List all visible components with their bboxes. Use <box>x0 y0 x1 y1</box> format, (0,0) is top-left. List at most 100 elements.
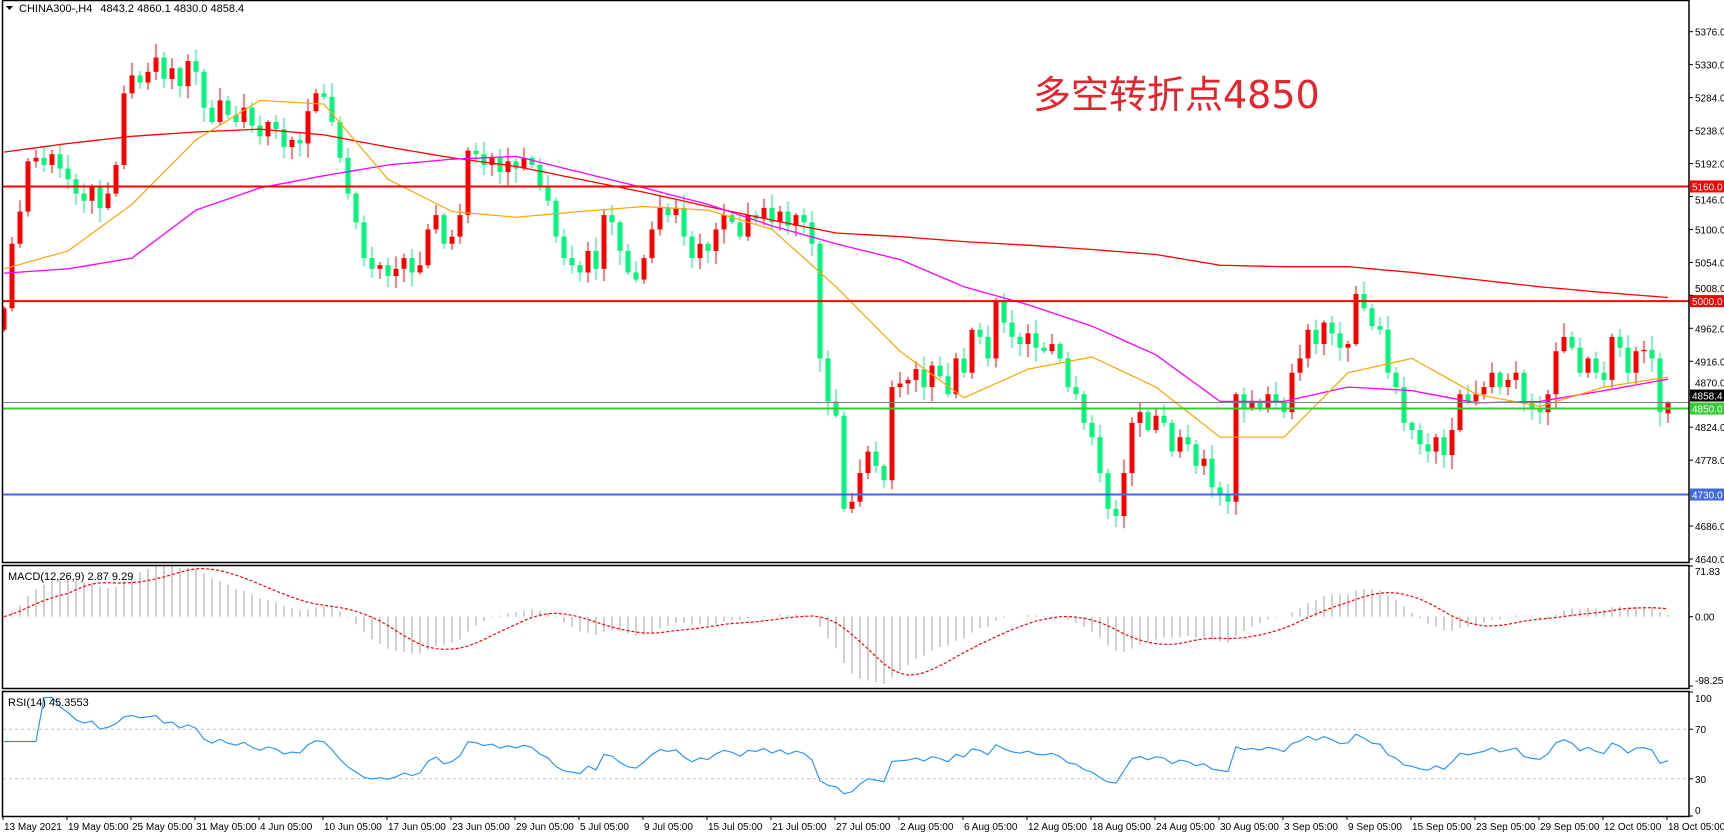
candle-bullish <box>465 150 471 216</box>
candle-bullish <box>1153 415 1159 431</box>
candle-bullish <box>1505 379 1511 388</box>
bid-price-label: 4858.4 <box>1692 392 1723 403</box>
candle-bullish <box>305 111 311 144</box>
candle-bullish <box>761 207 767 219</box>
bid-price-tag <box>1690 389 1724 402</box>
candle-bearish <box>1569 336 1575 348</box>
candle-bullish <box>713 229 719 251</box>
time-tick-label: 19 May 05:00 <box>68 822 129 833</box>
triangle-down-icon[interactable] <box>6 6 13 10</box>
candle-bearish <box>441 215 447 244</box>
time-tick-label: 15 Jul 05:00 <box>708 822 763 833</box>
candle-bearish <box>1257 401 1263 409</box>
candle-bearish <box>569 258 575 266</box>
candle-bearish <box>177 68 183 87</box>
price-tick-label: 5330.0 <box>1695 61 1724 72</box>
candle-bullish <box>457 215 463 237</box>
time-tick-label: 13 May 2021 <box>4 822 62 833</box>
time-tick-label: 17 Jun 05:00 <box>388 822 446 833</box>
candle-bullish <box>993 301 999 359</box>
candle-bearish <box>1577 347 1583 373</box>
time-tick-label: 18 Oct 05:00 <box>1668 822 1724 833</box>
candle-bearish <box>1185 437 1191 445</box>
candle-bullish <box>129 75 135 94</box>
candle-bullish <box>1481 387 1487 395</box>
candle-bearish <box>809 222 815 244</box>
level-price-tag <box>1690 402 1724 415</box>
candle-bullish <box>889 387 895 481</box>
candle-bullish <box>1473 394 1479 402</box>
candle-bullish <box>121 93 127 165</box>
candle-bullish <box>1609 336 1615 380</box>
price-panel[interactable]: 5160.0 5000.0 4850.0 4730.0 4858.4 5376.0 5330… <box>2 28 1724 566</box>
candle-bullish <box>1129 422 1135 474</box>
candle-bearish <box>409 258 415 273</box>
candle-bullish <box>113 164 119 194</box>
candle-bearish <box>249 107 255 126</box>
candle-bearish <box>257 125 263 137</box>
candle-bearish <box>577 265 583 273</box>
candle-bearish <box>1337 333 1343 348</box>
macd-panel[interactable]: 71.83 0.00 -98.25 <box>3 565 1724 687</box>
panel-frames <box>1 0 1690 818</box>
rsi-line <box>4 696 1669 795</box>
candle-bullish <box>601 215 607 269</box>
candle-bullish <box>1345 344 1351 348</box>
candle-bearish <box>1009 322 1015 337</box>
candle-bullish <box>1641 349 1647 352</box>
candle-bearish <box>1409 422 1415 431</box>
panel-border <box>1 690 1690 818</box>
candle-bearish <box>1169 422 1175 452</box>
candle-bearish <box>553 200 559 237</box>
candle-bearish <box>681 207 687 237</box>
price-tick-label: 4870.0 <box>1695 379 1724 390</box>
candle-bullish <box>897 383 903 388</box>
candle-bullish <box>1025 333 1031 345</box>
candle-bullish <box>449 236 455 244</box>
candle-bullish <box>313 93 319 112</box>
level-price-label: 4850.0 <box>1692 405 1723 416</box>
candle-bearish <box>1649 349 1655 359</box>
candle-bullish <box>777 211 783 223</box>
candle-bearish <box>825 358 831 402</box>
candle-bullish <box>905 379 911 384</box>
candle-bullish <box>265 121 271 137</box>
level-price-tag <box>1690 180 1724 193</box>
candle-bearish <box>985 336 991 359</box>
candle-bearish <box>1521 372 1527 402</box>
candle-bullish <box>289 139 295 148</box>
rsi-panel[interactable]: 100 70 30 0 <box>3 691 1712 817</box>
candle-bearish <box>1001 301 1007 323</box>
candle-bullish <box>9 243 15 309</box>
candle-bearish <box>937 365 943 377</box>
price-plot <box>3 43 1689 529</box>
rsi-tick-label: 0 <box>1695 806 1701 817</box>
time-tick-label: 4 Jun 05:00 <box>260 822 313 833</box>
candle-bullish <box>185 61 191 87</box>
candle-bearish <box>361 222 367 259</box>
candle-bullish <box>1433 437 1439 452</box>
candle-bearish <box>633 272 639 280</box>
annotation-text: 多空转折点4850 <box>1033 73 1320 117</box>
candle-bearish <box>369 258 375 269</box>
candle-bearish <box>209 107 215 122</box>
candle-bearish <box>1097 437 1103 474</box>
price-tick-label: 5192.0 <box>1695 160 1724 171</box>
candle-bearish <box>529 157 535 165</box>
candle-bearish <box>1057 344 1063 359</box>
candle-bearish <box>625 250 631 273</box>
candle-bearish <box>1625 347 1631 373</box>
candle-bullish <box>1633 351 1639 373</box>
candle-bearish <box>473 150 479 155</box>
candle-bearish <box>65 168 71 180</box>
candle-bearish <box>945 376 951 395</box>
price-tick-label: 5146.0 <box>1695 195 1724 206</box>
candle-bullish <box>849 501 855 509</box>
candle-bearish <box>345 157 351 194</box>
price-tick-label: 4778.0 <box>1695 456 1724 467</box>
candle-bearish <box>497 157 503 173</box>
candle-bullish <box>17 211 23 244</box>
candle-bearish <box>1537 408 1543 413</box>
candle-bearish <box>1065 358 1071 388</box>
